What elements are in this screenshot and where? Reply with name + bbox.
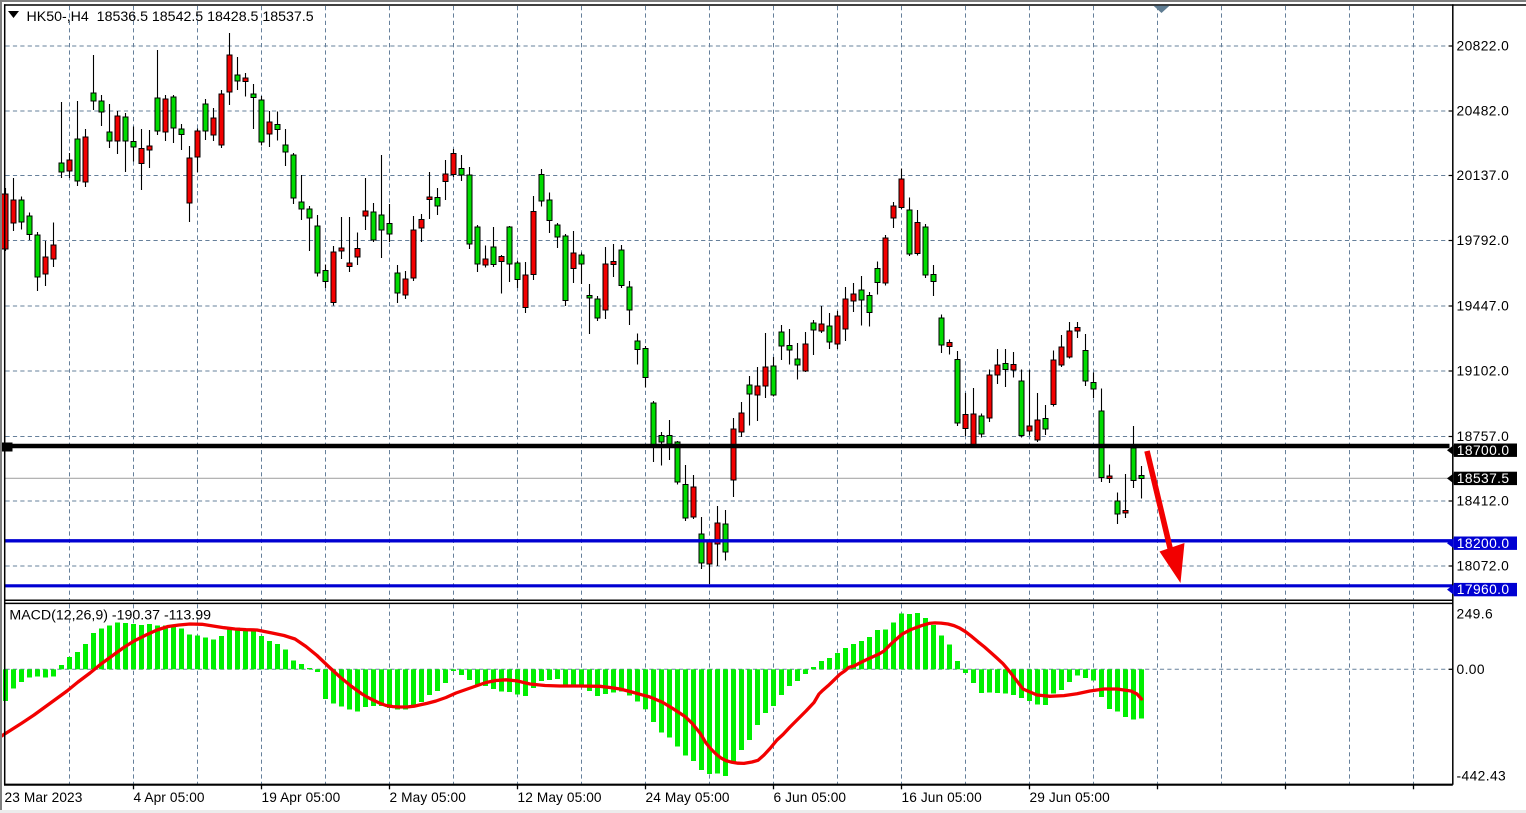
svg-text:18412.0: 18412.0 <box>1457 494 1510 509</box>
svg-text:-442.43: -442.43 <box>1457 769 1507 784</box>
svg-text:18200.0: 18200.0 <box>1457 536 1510 551</box>
svg-text:20137.0: 20137.0 <box>1457 168 1510 183</box>
svg-text:2 May 05:00: 2 May 05:00 <box>390 790 467 805</box>
svg-text:29 Jun 05:00: 29 Jun 05:00 <box>1030 790 1111 805</box>
svg-text:23 Mar 2023: 23 Mar 2023 <box>5 790 83 805</box>
svg-text:18537.5: 18537.5 <box>1457 471 1510 486</box>
svg-text:MACD(12,26,9) -190.37 -113.99: MACD(12,26,9) -190.37 -113.99 <box>9 608 211 624</box>
svg-text:12 May 05:00: 12 May 05:00 <box>518 790 602 805</box>
svg-text:4 Apr 05:00: 4 Apr 05:00 <box>134 790 205 805</box>
svg-text:0.00: 0.00 <box>1457 662 1485 677</box>
svg-text:19792.0: 19792.0 <box>1457 233 1510 248</box>
svg-text:18757.0: 18757.0 <box>1457 429 1510 444</box>
svg-text:HK50-,H4 18536.5 18542.5 1842: HK50-,H4 18536.5 18542.5 18428.5 18537.5 <box>27 9 314 25</box>
svg-text:16 Jun 05:00: 16 Jun 05:00 <box>902 790 983 805</box>
svg-text:24 May 05:00: 24 May 05:00 <box>646 790 730 805</box>
svg-text:18072.0: 18072.0 <box>1457 559 1510 574</box>
svg-text:6 Jun 05:00: 6 Jun 05:00 <box>774 790 847 805</box>
svg-text:18700.0: 18700.0 <box>1457 443 1510 458</box>
svg-text:19 Apr 05:00: 19 Apr 05:00 <box>262 790 341 805</box>
svg-text:249.6: 249.6 <box>1457 607 1494 622</box>
svg-text:20482.0: 20482.0 <box>1457 104 1510 119</box>
svg-text:17960.0: 17960.0 <box>1457 582 1510 597</box>
svg-text:19102.0: 19102.0 <box>1457 364 1510 379</box>
svg-text:19447.0: 19447.0 <box>1457 299 1510 314</box>
svg-text:20822.0: 20822.0 <box>1457 39 1510 54</box>
